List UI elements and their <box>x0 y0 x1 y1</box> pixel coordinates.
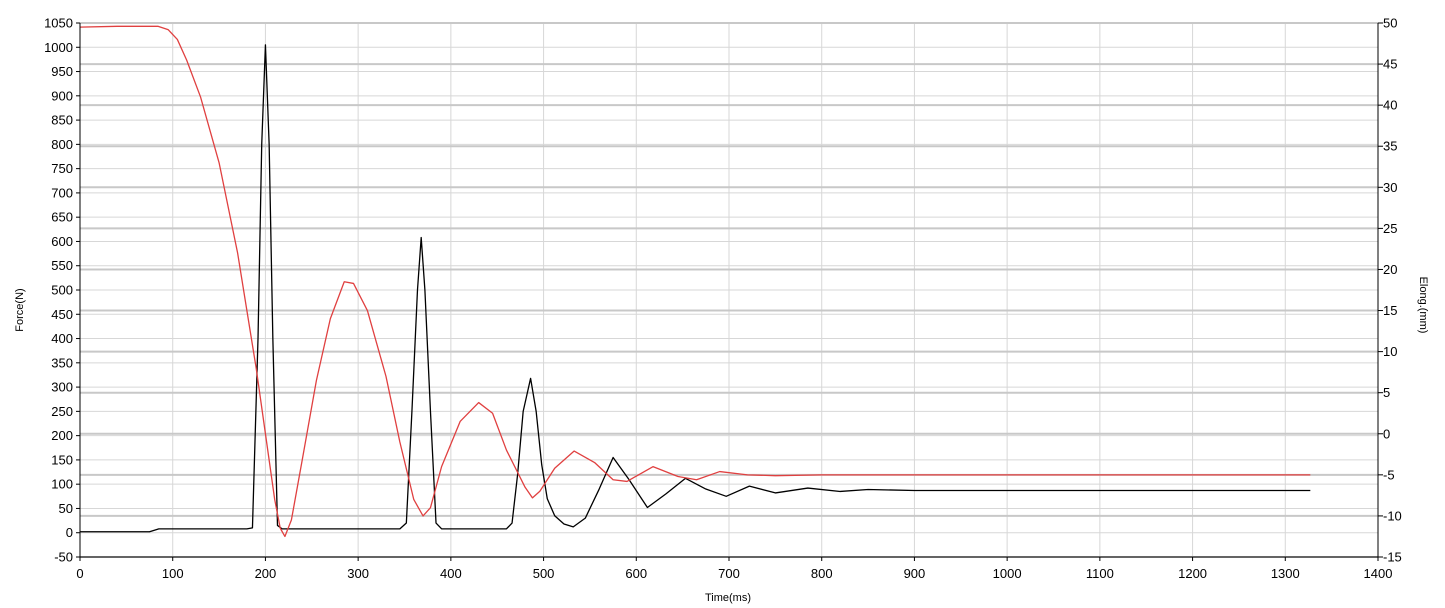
left-y-axis-title: Force(N) <box>14 288 26 331</box>
x-tick-label: 1100 <box>1086 566 1114 581</box>
left-y-tick-label: 500 <box>51 283 73 298</box>
right-y-tick-label: 45 <box>1383 57 1397 72</box>
right-y-axis-title: Elong.(mm) <box>1417 277 1429 334</box>
left-y-tick-label: 100 <box>51 477 73 492</box>
x-tick-label: 300 <box>347 566 369 581</box>
left-y-tick-label: 700 <box>51 185 73 200</box>
x-tick-label: 1200 <box>1178 566 1207 581</box>
left-y-tick-label: 250 <box>51 404 73 419</box>
left-y-tick-label: 300 <box>51 380 73 395</box>
left-y-tick-label: 1000 <box>44 40 73 55</box>
axes: 0 100 200 300 400 500 600 700 800 900 1000 1100 1200… <box>44 16 1402 582</box>
left-y-tick-label: 350 <box>51 355 73 370</box>
left-y-tick-label: 50 <box>59 501 73 516</box>
right-y-tick-label: -15 <box>1383 550 1402 565</box>
right-y-tick-label: 50 <box>1383 16 1397 31</box>
left-y-tick-label: 600 <box>51 234 73 249</box>
x-tick-label: 400 <box>440 566 462 581</box>
x-tick-label: 700 <box>718 566 740 581</box>
force-series-line <box>80 44 1311 533</box>
left-y-tick-label: 450 <box>51 307 73 322</box>
right-y-tick-label: -5 <box>1383 467 1395 482</box>
x-tick-label: 500 <box>533 566 555 581</box>
series-layer <box>79 25 1311 538</box>
x-tick-label: 200 <box>255 566 277 581</box>
x-axis-title: Time(ms) <box>705 592 751 604</box>
right-y-tick-label: 10 <box>1383 344 1397 359</box>
right-y-tick-label: 25 <box>1383 221 1397 236</box>
left-y-tick-label: 650 <box>51 210 73 225</box>
elongation-series-line <box>79 25 1311 538</box>
left-y-tick-label: 550 <box>51 258 73 273</box>
left-y-tick-label: 150 <box>51 452 73 467</box>
x-tick-label: 900 <box>904 566 926 581</box>
left-y-tick-label: 950 <box>51 64 73 79</box>
x-tick-label: 100 <box>162 566 184 581</box>
left-y-tick-label: 850 <box>51 113 73 128</box>
x-tick-label: 0 <box>76 566 83 581</box>
left-y-tick-label: 200 <box>51 428 73 443</box>
left-y-tick-label: 800 <box>51 137 73 152</box>
right-y-tick-label: 40 <box>1383 98 1397 113</box>
x-tick-label: 1300 <box>1271 566 1300 581</box>
left-y-tick-label: 900 <box>51 88 73 103</box>
right-y-tick-label: -10 <box>1383 508 1402 523</box>
x-tick-label: 1400 <box>1364 566 1393 581</box>
right-y-tick-label: 0 <box>1383 426 1390 441</box>
grid <box>79 22 1379 558</box>
right-y-tick-label: 15 <box>1383 303 1397 318</box>
left-y-tick-label: 1050 <box>44 16 73 31</box>
left-y-tick-label: 400 <box>51 331 73 346</box>
right-y-tick-label: 30 <box>1383 180 1397 195</box>
x-tick-label: 1000 <box>993 566 1022 581</box>
right-y-tick-label: 5 <box>1383 385 1390 400</box>
left-y-tick-label: 750 <box>51 161 73 176</box>
x-tick-label: 600 <box>625 566 647 581</box>
x-tick-label: 800 <box>811 566 833 581</box>
right-y-tick-label: 20 <box>1383 262 1397 277</box>
left-y-tick-label: -50 <box>54 550 73 565</box>
left-y-tick-label: 0 <box>66 525 73 540</box>
right-y-tick-label: 35 <box>1383 139 1397 154</box>
